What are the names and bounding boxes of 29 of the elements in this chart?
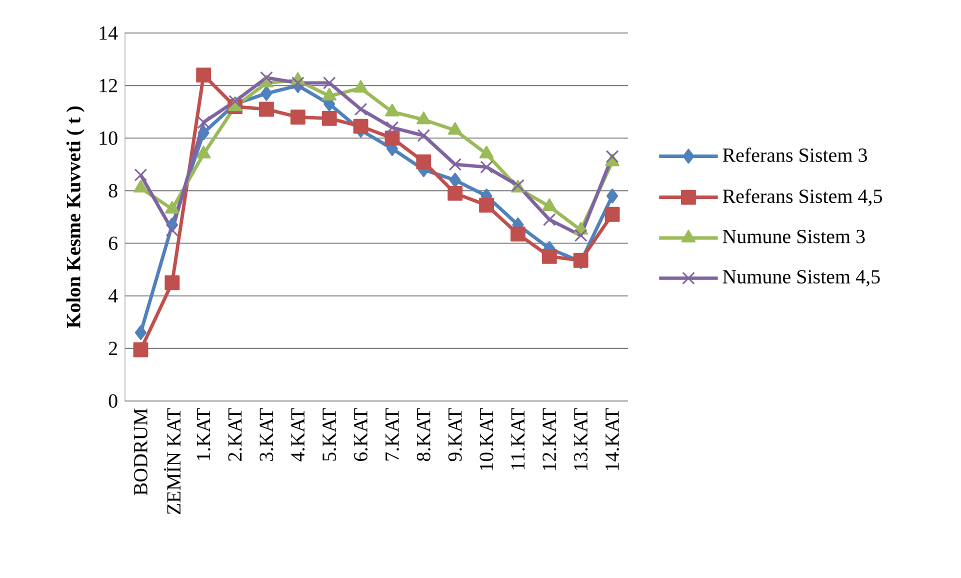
y-tick-label: 0: [108, 394, 118, 408]
x-tick-label: 6.KAT: [354, 408, 368, 461]
y-tick-label: 2: [108, 342, 117, 356]
x-tick-label: BODRUM: [134, 408, 148, 496]
x-tick-label: 8.KAT: [416, 408, 430, 462]
y-tick-label: 12: [100, 78, 117, 92]
legend-label: Numune Sistem 3: [722, 230, 865, 244]
y-tick-label: 6: [108, 236, 118, 250]
x-tick-label: 9.KAT: [448, 408, 462, 462]
x-tick-label: 10.KAT: [480, 408, 494, 470]
x-tick-label: 1.KAT: [196, 408, 210, 460]
x-tick-label: ZEMİN KAT: [164, 408, 180, 514]
y-tick-label: 8: [108, 184, 118, 198]
x-tick-label: 13.KAT: [574, 408, 588, 470]
x-tick-label: 2.KAT: [228, 408, 242, 461]
y-tick-label: 4: [108, 289, 118, 302]
y-axis-title: Kolon Kesme Kuvveti ( t ): [66, 106, 84, 328]
x-tick-label: 12.KAT: [542, 408, 556, 470]
legend-label: Referans Sistem 4,5: [722, 188, 882, 206]
legend-label: Referans Sistem 3: [722, 148, 867, 162]
x-tick-label: 3.KAT: [260, 408, 274, 461]
x-tick-label: 14.KAT: [606, 408, 620, 470]
x-tick-label: 5.KAT: [322, 408, 336, 461]
legend-label: Numune Sistem 4,5: [722, 270, 880, 286]
x-tick-label: 11.KAT: [511, 408, 525, 470]
y-tick-label: 14: [100, 26, 118, 40]
y-tick-label: 10: [100, 131, 118, 145]
x-tick-label: 7.KAT: [385, 408, 399, 460]
x-tick-label: 4.KAT: [291, 408, 305, 462]
